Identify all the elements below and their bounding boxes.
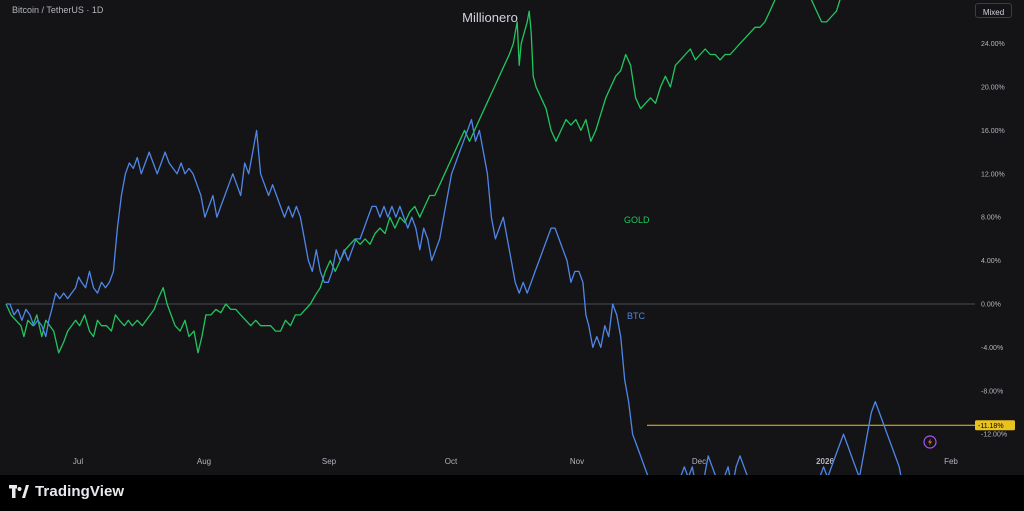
y-tick-label: 24.00% — [981, 41, 1005, 48]
tradingview-logo-icon — [9, 484, 29, 498]
chart-canvas[interactable]: 24.00% 20.00% 16.00% 12.00% 8.00% 4.00% 0.00% -… — [0, 0, 1024, 475]
lightning-icon-bolt — [928, 438, 932, 446]
series-line-gold — [5, 0, 841, 354]
y-tick-label: 16.00% — [981, 128, 1005, 135]
series-label-gold: GOLD — [624, 215, 650, 225]
symbol-title: Bitcoin / TetherUS · 1D — [12, 5, 104, 15]
scale-mode-button[interactable]: Mixed — [975, 3, 1012, 18]
y-tick-label: 0.00% — [981, 302, 1001, 309]
series-label-btc: BTC — [627, 311, 646, 321]
y-tick-label: -8.00% — [981, 388, 1003, 395]
lightning-icon[interactable] — [923, 435, 937, 449]
y-tick-label: -12.00% — [981, 432, 1007, 439]
lightning-icon-ring — [923, 435, 937, 449]
footer-bar — [0, 475, 1024, 511]
x-tick-label: Dec — [692, 457, 706, 466]
x-tick-label: Jul — [73, 457, 83, 466]
x-tick-label: Sep — [322, 457, 337, 466]
y-tick-label: -4.00% — [981, 345, 1003, 352]
x-tick-label: Oct — [445, 457, 458, 466]
x-tick-label: Nov — [570, 457, 584, 466]
y-tick-label: 4.00% — [981, 258, 1001, 265]
level-badge-upper: -11.18% — [975, 420, 1015, 431]
level-badge-upper-bg — [975, 420, 1015, 431]
x-tick-label: Feb — [944, 457, 958, 466]
x-tick-label: 2026 — [816, 457, 834, 466]
x-tick-label: Aug — [197, 457, 211, 466]
level-badge-upper-text: -11.18% — [978, 423, 1004, 430]
series-line-btc — [6, 118, 902, 475]
tradingview-logo[interactable]: TradingView — [9, 483, 124, 500]
y-tick-label: 20.00% — [981, 85, 1005, 92]
y-tick-label: 8.00% — [981, 215, 1001, 222]
chart-title: Millionero — [462, 10, 518, 25]
tradingview-logo-text: TradingView — [35, 483, 125, 500]
y-tick-label: 12.00% — [981, 171, 1005, 178]
